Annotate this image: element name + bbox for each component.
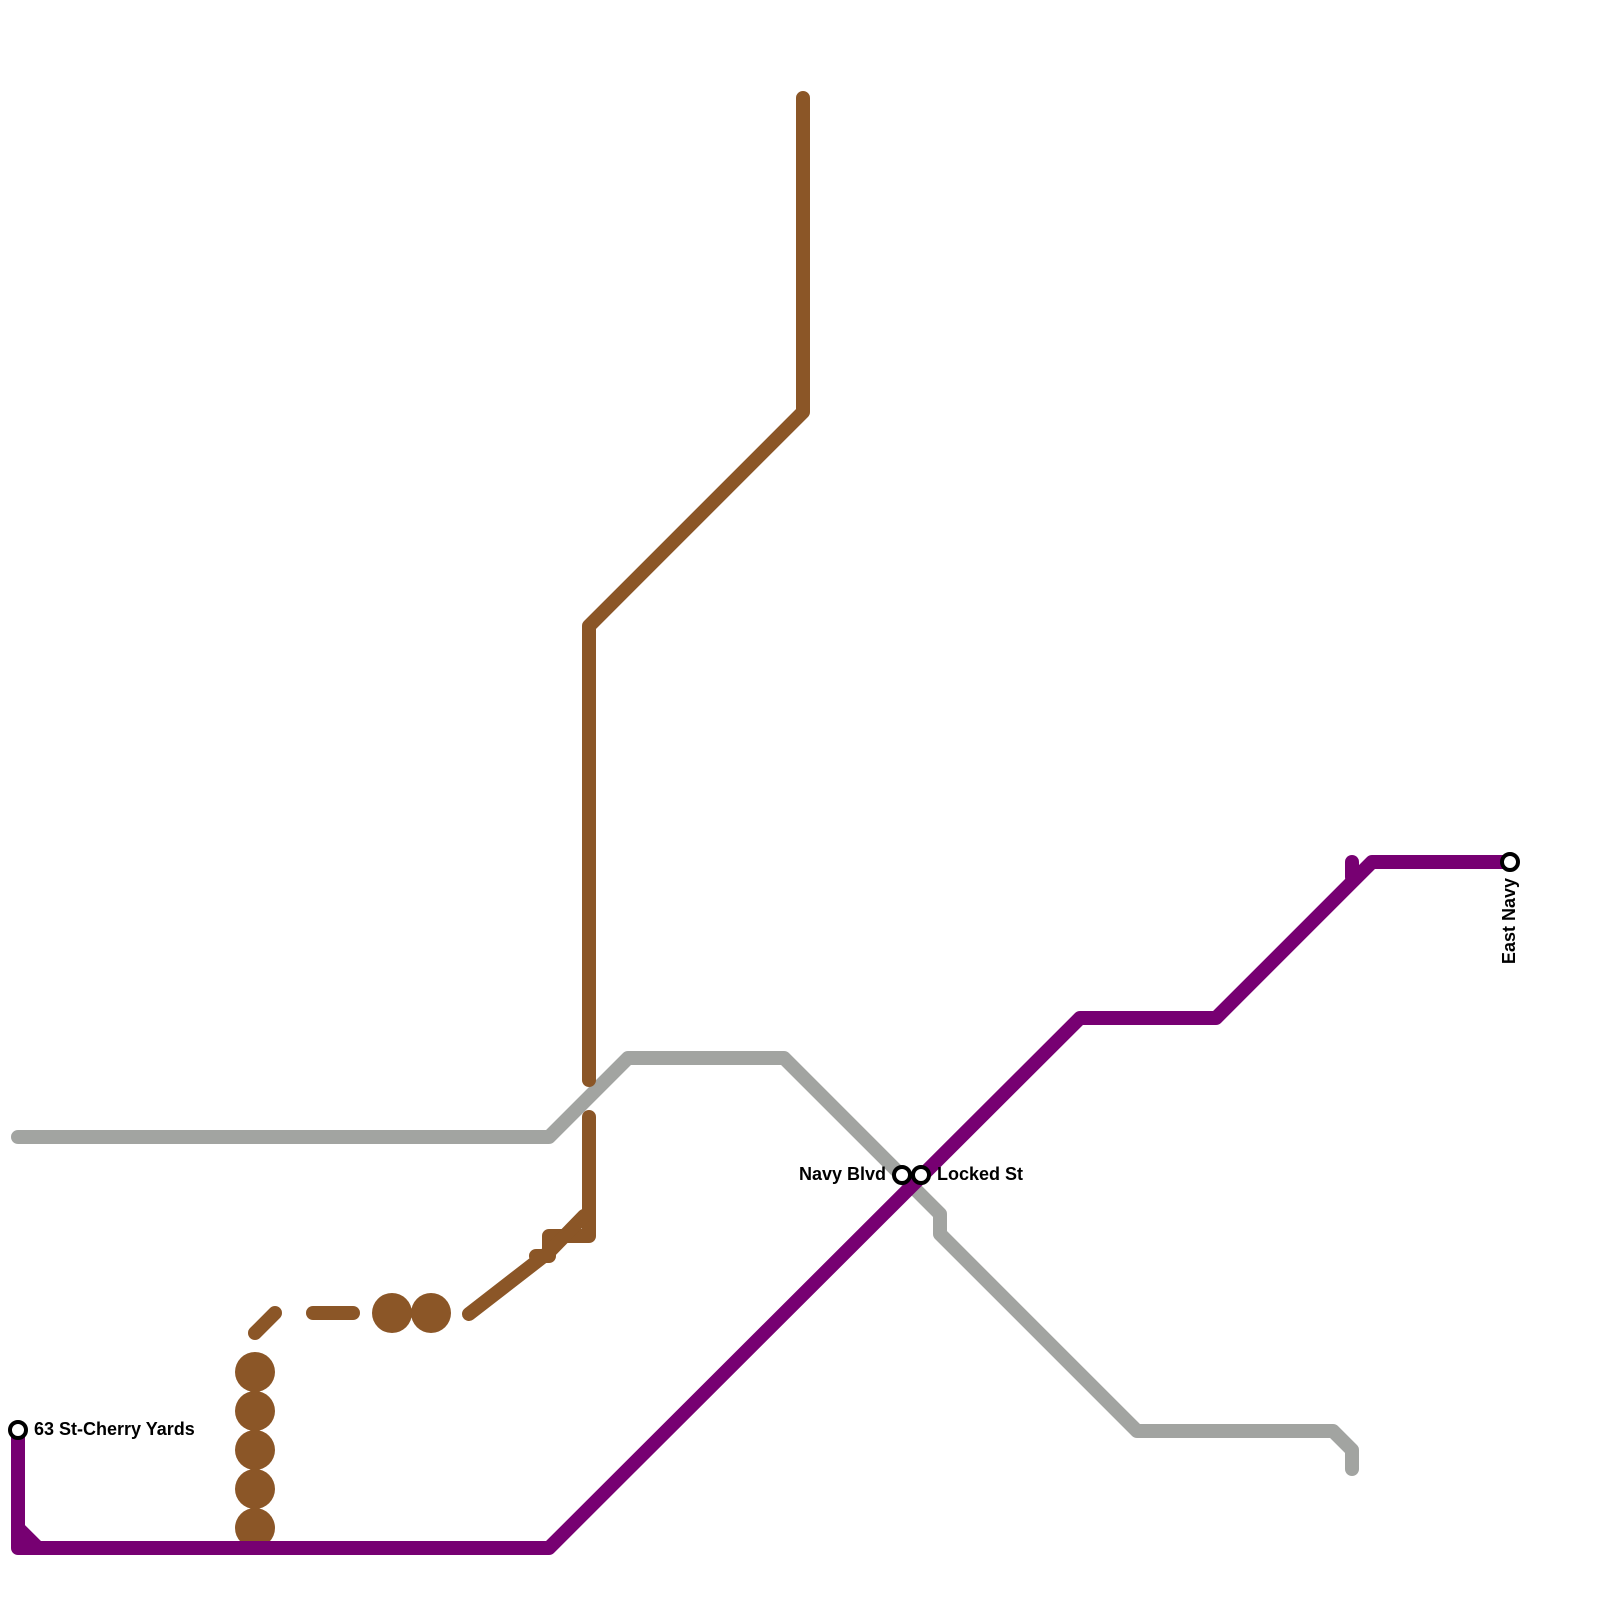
gray-line — [11, 1051, 1359, 1476]
stations: 63 St-Cherry Yards Navy Blvd Locked St E… — [8, 852, 1520, 1440]
station-marker — [892, 1165, 912, 1185]
purple-line — [11, 855, 1517, 1555]
brown-dots — [235, 1293, 451, 1548]
station-marker — [8, 1420, 28, 1440]
station-label: Locked St — [937, 1164, 1023, 1184]
station-marker — [911, 1165, 931, 1185]
station-marker — [1500, 852, 1520, 872]
station-label: East Navy — [1499, 878, 1519, 964]
station-label: Navy Blvd — [799, 1164, 886, 1184]
station-label: 63 St-Cherry Yards — [34, 1419, 195, 1439]
brown-line — [248, 91, 810, 1340]
